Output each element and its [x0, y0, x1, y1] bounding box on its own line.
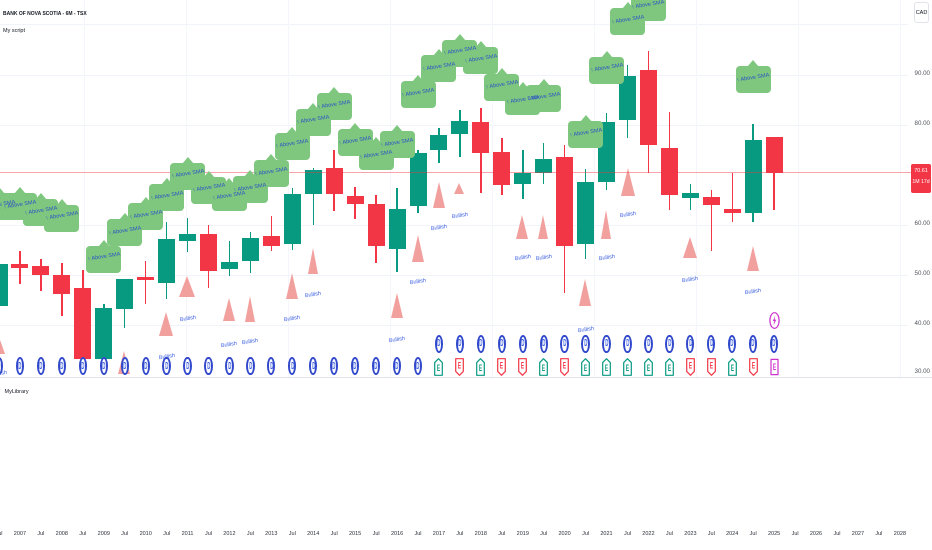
- svg-text:E: E: [731, 362, 734, 373]
- svg-text:E: E: [605, 362, 608, 373]
- svg-text:E: E: [647, 362, 650, 373]
- svg-text:E: E: [542, 362, 545, 373]
- svg-text:E: E: [437, 362, 440, 373]
- svg-text:E: E: [458, 360, 461, 371]
- svg-text:E: E: [563, 360, 566, 371]
- svg-text:E: E: [626, 362, 629, 373]
- svg-text:E: E: [521, 360, 524, 371]
- svg-text:E: E: [752, 360, 755, 371]
- svg-text:E: E: [773, 361, 776, 372]
- svg-text:E: E: [668, 362, 671, 373]
- svg-text:E: E: [689, 360, 692, 371]
- svg-text:E: E: [479, 362, 482, 373]
- svg-text:E: E: [710, 360, 713, 371]
- svg-text:E: E: [584, 362, 587, 373]
- svg-text:E: E: [500, 360, 503, 371]
